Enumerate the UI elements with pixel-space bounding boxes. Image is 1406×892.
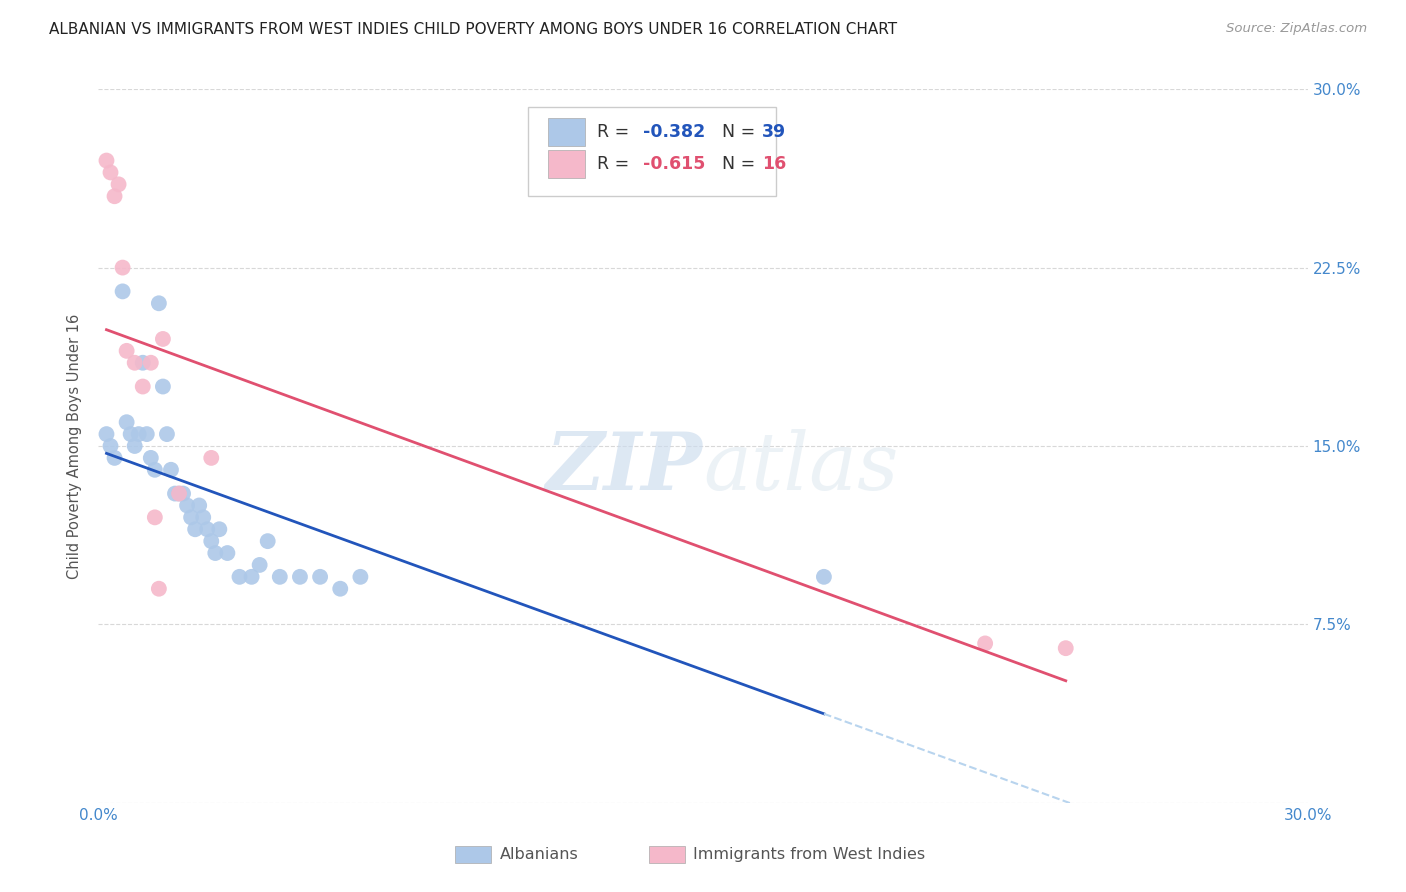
Point: [115, 343, 138, 358]
Text: R =: R =: [596, 123, 634, 141]
Point: [974, 636, 997, 650]
Point: [200, 450, 222, 465]
Point: [115, 415, 138, 429]
Text: -0.382: -0.382: [643, 123, 704, 141]
Text: -0.615: -0.615: [643, 155, 704, 173]
Y-axis label: Child Poverty Among Boys Under 16: Child Poverty Among Boys Under 16: [67, 313, 83, 579]
Point: [143, 463, 166, 477]
Point: [329, 582, 352, 596]
Point: [96, 153, 118, 168]
FancyBboxPatch shape: [456, 846, 492, 863]
Point: [96, 427, 118, 442]
Point: [111, 285, 134, 299]
Point: [200, 534, 222, 549]
Point: [132, 356, 155, 370]
Point: [193, 510, 215, 524]
Point: [148, 582, 170, 596]
FancyBboxPatch shape: [527, 107, 776, 196]
Point: [100, 165, 122, 179]
Point: [100, 439, 122, 453]
Point: [269, 570, 291, 584]
FancyBboxPatch shape: [648, 846, 685, 863]
Point: [148, 296, 170, 310]
Text: ALBANIAN VS IMMIGRANTS FROM WEST INDIES CHILD POVERTY AMONG BOYS UNDER 16 CORREL: ALBANIAN VS IMMIGRANTS FROM WEST INDIES …: [49, 22, 897, 37]
Point: [240, 570, 263, 584]
Point: [124, 356, 146, 370]
Point: [167, 486, 190, 500]
Text: N =: N =: [711, 155, 761, 173]
Point: [195, 522, 218, 536]
Text: atlas: atlas: [703, 429, 898, 506]
Text: N =: N =: [711, 123, 761, 141]
Point: [208, 522, 231, 536]
Point: [152, 379, 174, 393]
Text: 16: 16: [762, 155, 786, 173]
Text: ZIP: ZIP: [546, 429, 703, 506]
Point: [349, 570, 371, 584]
Point: [1054, 641, 1077, 656]
Point: [139, 356, 162, 370]
Point: [143, 510, 166, 524]
Text: 39: 39: [762, 123, 786, 141]
Point: [256, 534, 278, 549]
Point: [217, 546, 239, 560]
FancyBboxPatch shape: [548, 118, 585, 146]
Point: [111, 260, 134, 275]
Point: [132, 379, 155, 393]
Point: [288, 570, 311, 584]
Point: [309, 570, 332, 584]
Text: Source: ZipAtlas.com: Source: ZipAtlas.com: [1226, 22, 1367, 36]
Point: [176, 499, 198, 513]
Point: [139, 450, 162, 465]
Point: [160, 463, 183, 477]
Point: [180, 510, 202, 524]
Point: [103, 189, 125, 203]
Point: [188, 499, 211, 513]
Point: [204, 546, 226, 560]
Point: [172, 486, 194, 500]
Point: [156, 427, 179, 442]
Point: [124, 439, 146, 453]
Point: [228, 570, 250, 584]
Point: [103, 450, 125, 465]
Point: [163, 486, 186, 500]
Point: [152, 332, 174, 346]
Point: [128, 427, 150, 442]
Point: [135, 427, 157, 442]
Point: [184, 522, 207, 536]
Text: Immigrants from West Indies: Immigrants from West Indies: [693, 847, 925, 862]
Point: [249, 558, 271, 572]
Text: Albanians: Albanians: [501, 847, 579, 862]
Point: [167, 486, 190, 500]
Point: [813, 570, 835, 584]
Point: [107, 178, 129, 192]
Text: R =: R =: [596, 155, 634, 173]
FancyBboxPatch shape: [548, 150, 585, 178]
Point: [120, 427, 142, 442]
